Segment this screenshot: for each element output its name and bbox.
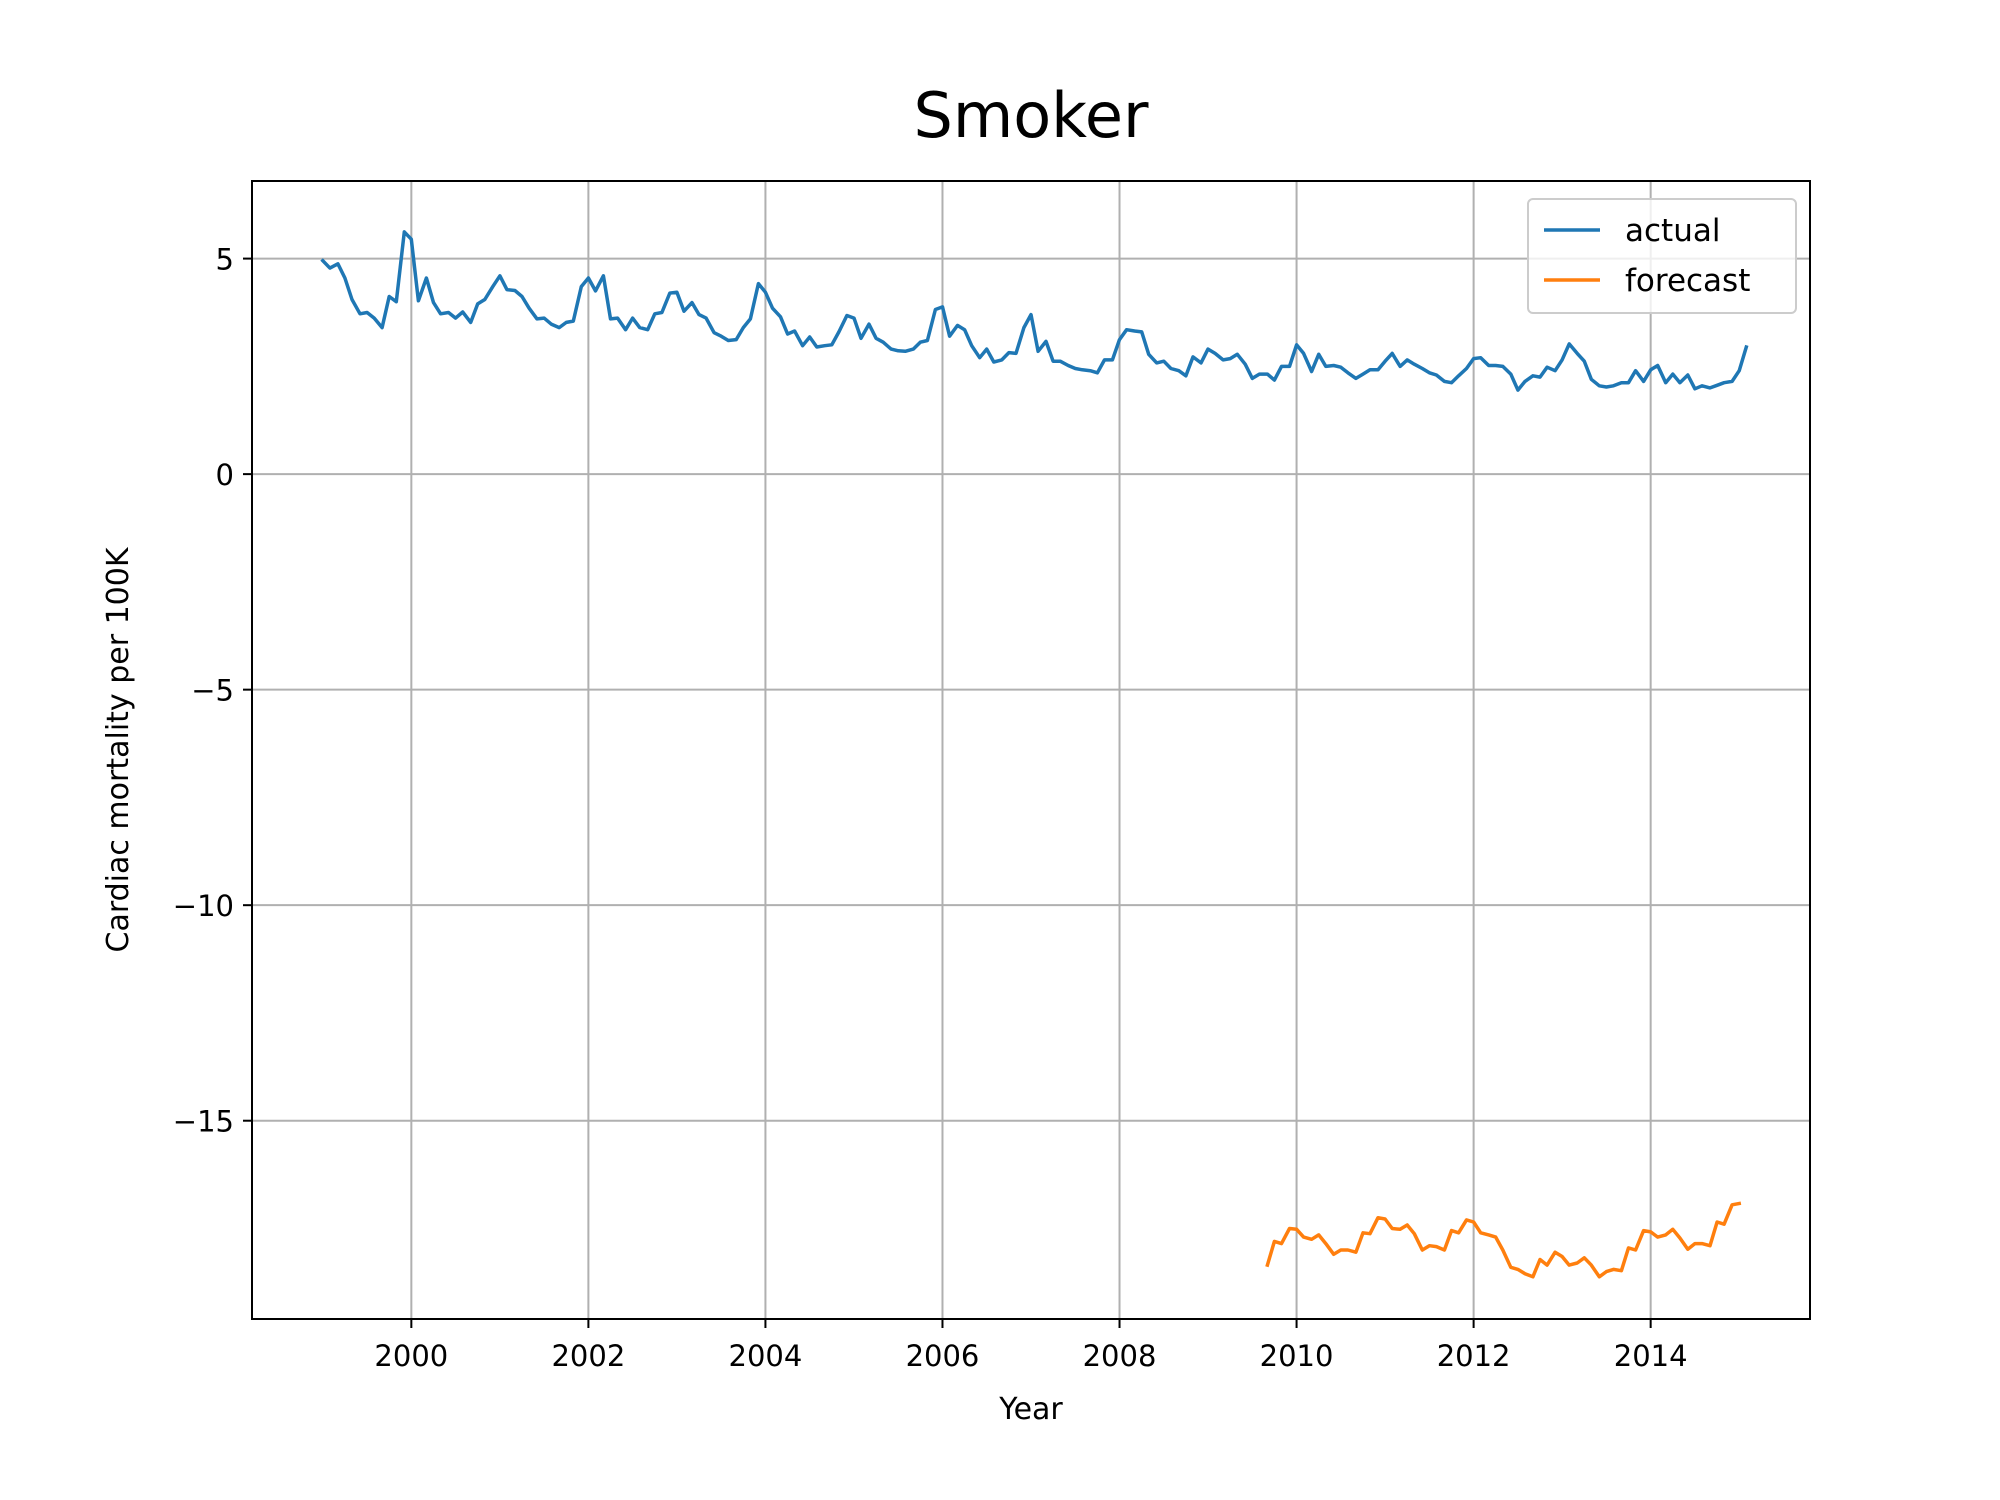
x-tick-label: 2008 xyxy=(1083,1339,1157,1373)
x-tick-label: 2002 xyxy=(551,1339,625,1373)
legend-label-actual: actual xyxy=(1625,213,1720,249)
series-line-actual xyxy=(320,230,1749,392)
x-axis: 2000 2002 2004 2006 2008 2010 2012 2014 xyxy=(374,1319,1688,1373)
series-layer xyxy=(320,230,1749,1279)
x-tick-label: 2014 xyxy=(1614,1339,1688,1373)
y-tick-label: 5 xyxy=(216,243,234,277)
y-axis-label: Cardiac mortality per 100K xyxy=(101,546,136,952)
y-axis: 5 0 −5 −10 −15 xyxy=(173,243,252,1139)
legend: actual forecast xyxy=(1527,198,1797,314)
x-tick-label: 2010 xyxy=(1260,1339,1334,1373)
x-axis-label: Year xyxy=(998,1392,1063,1427)
y-tick-label: −10 xyxy=(173,889,234,923)
y-tick-label: 0 xyxy=(216,458,234,492)
y-tick-label: −5 xyxy=(191,674,234,708)
legend-label-forecast: forecast xyxy=(1625,263,1750,299)
chart-title: Smoker xyxy=(913,79,1149,152)
series-line-forecast xyxy=(1265,1201,1742,1279)
x-tick-label: 2004 xyxy=(729,1339,803,1373)
x-tick-label: 2006 xyxy=(906,1339,980,1373)
x-tick-label: 2012 xyxy=(1437,1339,1511,1373)
x-tick-label: 2000 xyxy=(374,1339,448,1373)
y-tick-label: −15 xyxy=(173,1105,234,1139)
legend-box xyxy=(1527,198,1797,314)
plot-frame xyxy=(251,180,1811,1320)
